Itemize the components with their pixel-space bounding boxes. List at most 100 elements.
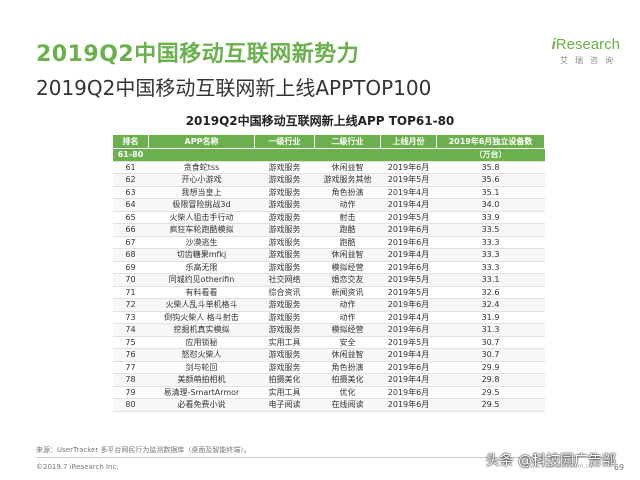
rank-band-row: 61-80 （万台） — [112, 148, 545, 162]
table-header-row: 排名 APP名称 一级行业 二级行业 上线月份 2019年6月独立设备数 — [112, 134, 545, 149]
cell-primary-industry: 电子阅读 — [254, 398, 315, 412]
rank-band-label: 61-80 — [112, 148, 149, 162]
cell-primary-industry: 实用工具 — [254, 336, 315, 349]
cell-rank: 65 — [112, 211, 149, 224]
table-row: 63 我想当皇上 游戏服务 角色扮演 2019年4月 35.1 — [112, 186, 545, 199]
cell-launch-month: 2019年5月 — [380, 336, 437, 349]
cell-app-name: 有料看看 — [148, 286, 255, 299]
cell-app-name: 开心小游戏 — [148, 173, 255, 187]
cell-launch-month: 2019年6月 — [380, 361, 437, 374]
cell-launch-month: 2019年6月 — [380, 298, 437, 312]
col-header-app-name: APP名称 — [148, 134, 255, 149]
devices-unit: （万台） — [436, 148, 545, 162]
cell-launch-month: 2019年6月 — [380, 236, 437, 249]
cell-devices: 30.7 — [436, 348, 545, 362]
table-row: 62 开心小游戏 游戏服务 游戏服务其他 2019年5月 35.6 — [112, 173, 545, 187]
cell-devices: 33.9 — [436, 211, 545, 224]
col-header-primary-industry: 一级行业 — [254, 134, 315, 149]
table-row: 67 沙漠逃生 游戏服务 跑酷 2019年6月 33.3 — [112, 236, 545, 249]
cell-rank: 64 — [112, 198, 149, 212]
cell-secondary-industry: 角色扮演 — [314, 361, 381, 374]
cell-rank: 73 — [112, 311, 149, 324]
cell-secondary-industry: 动作 — [314, 298, 381, 312]
cell-rank: 74 — [112, 323, 149, 337]
cell-launch-month: 2019年4月 — [380, 311, 437, 324]
cell-rank: 67 — [112, 236, 149, 249]
cell-launch-month: 2019年4月 — [380, 248, 437, 262]
cell-primary-industry: 游戏服务 — [254, 298, 315, 312]
cell-launch-month: 2019年5月 — [380, 211, 437, 224]
table-row: 70 同城约见otherifin 社交网络 婚恋交友 2019年5月 33.1 — [112, 273, 545, 287]
cell-primary-industry: 游戏服务 — [254, 161, 315, 174]
cell-launch-month: 2019年5月 — [380, 286, 437, 299]
cell-devices: 29.8 — [436, 373, 545, 387]
cell-secondary-industry: 动作 — [314, 198, 381, 212]
cell-launch-month: 2019年4月 — [380, 186, 437, 199]
cell-app-name: 疯狂车轮跑酷模拟 — [148, 223, 255, 237]
cell-app-name: 贪食蛇tss — [148, 161, 255, 174]
table-row: 72 火柴人乱斗单机格斗 游戏服务 动作 2019年6月 32.4 — [112, 298, 545, 312]
cell-app-name: 切齿糖果mfkj — [148, 248, 255, 262]
cell-secondary-industry: 模拟经营 — [314, 323, 381, 337]
footer-divider — [36, 457, 604, 458]
cell-primary-industry: 游戏服务 — [254, 186, 315, 199]
cell-app-name: 怒怼火柴人 — [148, 348, 255, 362]
ranking-table: 排名 APP名称 一级行业 二级行业 上线月份 2019年6月独立设备数 61-… — [112, 134, 545, 412]
cell-devices: 33.1 — [436, 273, 545, 287]
table-row: 77 剑与轮回 游戏服务 角色扮演 2019年6月 29.9 — [112, 361, 545, 374]
table-row: 76 怒怼火柴人 游戏服务 休闲益智 2019年4月 30.7 — [112, 348, 545, 362]
cell-secondary-industry: 拍摄美化 — [314, 373, 381, 387]
cell-rank: 61 — [112, 161, 149, 174]
cell-primary-industry: 社交网络 — [254, 273, 315, 287]
table-row: 64 极限冒险挑战3d 游戏服务 动作 2019年4月 34.0 — [112, 198, 545, 212]
cell-launch-month: 2019年5月 — [380, 273, 437, 287]
cell-rank: 77 — [112, 361, 149, 374]
cell-app-name: 剑与轮回 — [148, 361, 255, 374]
cell-primary-industry: 游戏服务 — [254, 261, 315, 274]
table-row: 66 疯狂车轮跑酷模拟 游戏服务 跑酷 2019年6月 33.5 — [112, 223, 545, 237]
cell-devices: 35.8 — [436, 161, 545, 174]
cell-primary-industry: 游戏服务 — [254, 361, 315, 374]
cell-devices: 31.9 — [436, 311, 545, 324]
cell-secondary-industry: 跑酷 — [314, 236, 381, 249]
cell-rank: 72 — [112, 298, 149, 312]
logo-tagline: 艾瑞咨询 — [560, 56, 620, 65]
cell-primary-industry: 游戏服务 — [254, 173, 315, 187]
table-row: 69 乐高无限 游戏服务 模拟经营 2019年6月 33.3 — [112, 261, 545, 274]
cell-app-name: 美颜萌拍相机 — [148, 373, 255, 387]
page-subtitle: 2019Q2中国移动互联网新上线APPTOP100 — [36, 76, 432, 100]
cell-devices: 35.6 — [436, 173, 545, 187]
cell-devices: 33.3 — [436, 248, 545, 262]
cell-devices: 30.7 — [436, 336, 545, 349]
cell-devices: 29.9 — [436, 361, 545, 374]
cell-devices: 32.4 — [436, 298, 545, 312]
cell-app-name: 倒钩火柴人 格斗射击 — [148, 311, 255, 324]
cell-launch-month: 2019年4月 — [380, 348, 437, 362]
cell-secondary-industry: 安全 — [314, 336, 381, 349]
source-note: 来源：UserTracker 多平台网民行为监测数据库（桌面及智能终端）。 — [36, 446, 251, 454]
cell-rank: 63 — [112, 186, 149, 199]
table-row: 65 火柴人狙击手行动 游戏服务 射击 2019年5月 33.9 — [112, 211, 545, 224]
cell-rank: 70 — [112, 273, 149, 287]
table-row: 75 应用锁秘 实用工具 安全 2019年5月 30.7 — [112, 336, 545, 349]
cell-app-name: 应用锁秘 — [148, 336, 255, 349]
footer-url: www.iresearch.com.cn — [525, 463, 593, 470]
cell-devices: 33.5 — [436, 223, 545, 237]
cell-rank: 78 — [112, 373, 149, 387]
cell-app-name: 乐高无限 — [148, 261, 255, 274]
col-header-secondary-industry: 二级行业 — [314, 134, 381, 149]
table-row: 73 倒钩火柴人 格斗射击 游戏服务 动作 2019年4月 31.9 — [112, 311, 545, 324]
cell-primary-industry: 游戏服务 — [254, 198, 315, 212]
cell-secondary-industry: 在线阅读 — [314, 398, 381, 412]
cell-secondary-industry: 新闻资讯 — [314, 286, 381, 299]
cell-secondary-industry: 动作 — [314, 311, 381, 324]
logo-wordmark: iResearch — [551, 36, 620, 53]
cell-launch-month: 2019年6月 — [380, 398, 437, 412]
table-row: 80 必看免费小说 电子阅读 在线阅读 2019年6月 29.5 — [112, 398, 545, 412]
cell-primary-industry: 综合资讯 — [254, 286, 315, 299]
cell-secondary-industry: 角色扮演 — [314, 186, 381, 199]
cell-rank: 75 — [112, 336, 149, 349]
table-row: 78 美颜萌拍相机 拍摄美化 拍摄美化 2019年4月 29.8 — [112, 373, 545, 387]
cell-primary-industry: 游戏服务 — [254, 348, 315, 362]
copyright: ©2019.7 iResearch Inc. — [36, 463, 119, 471]
